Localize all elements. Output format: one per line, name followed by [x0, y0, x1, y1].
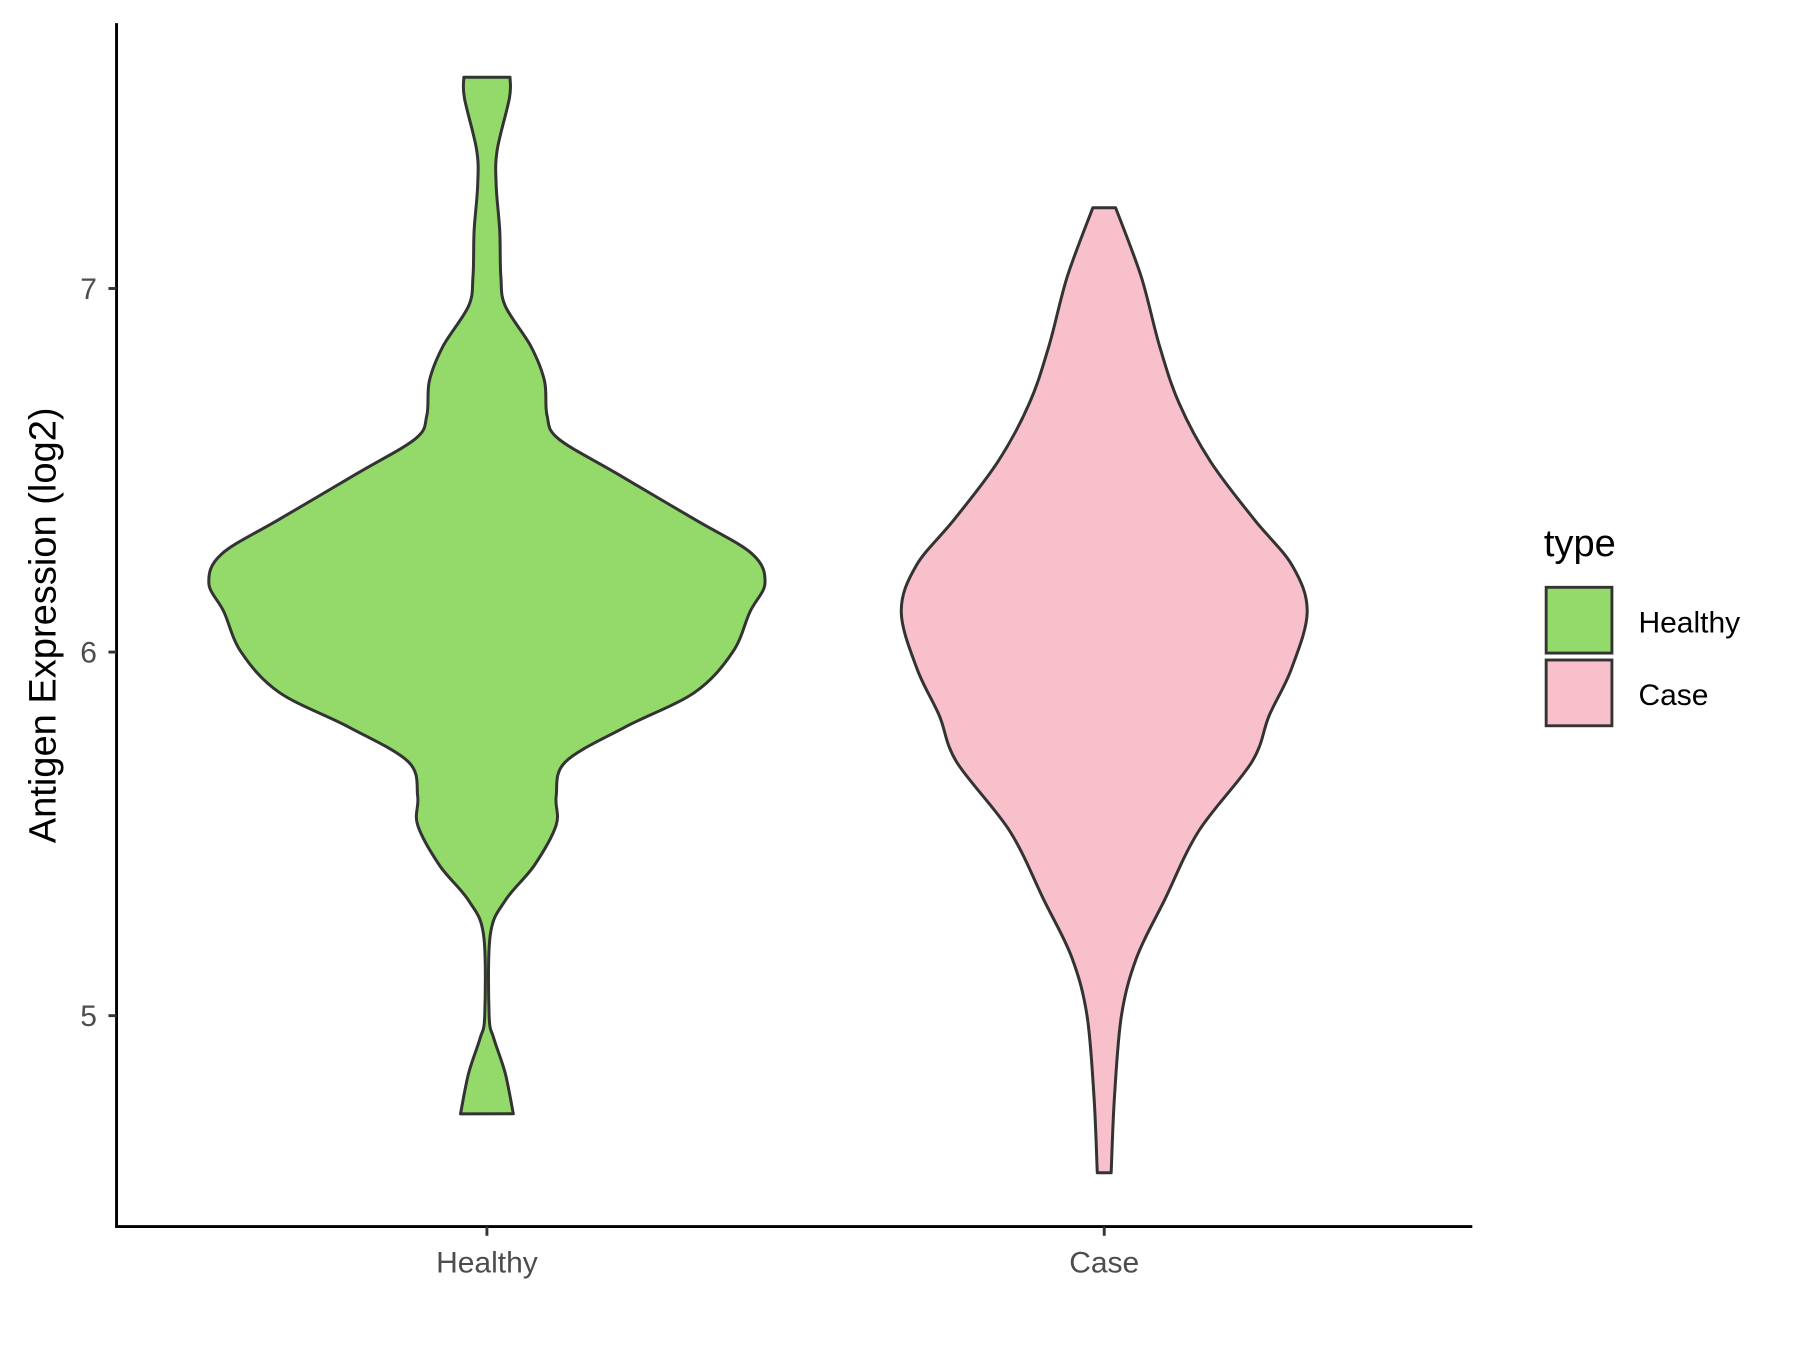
y-tick-label: 7 — [80, 273, 97, 306]
legend-swatch-case — [1544, 658, 1614, 728]
x-tick-label-case: Case — [1069, 1247, 1139, 1280]
legend-swatch-healthy — [1544, 585, 1614, 655]
violin-case — [899, 206, 1309, 1175]
x-tick-label-healthy: Healthy — [436, 1247, 538, 1280]
violin-healthy — [207, 75, 767, 1116]
legend-label-healthy: Healthy — [1638, 606, 1740, 639]
y-ticks: 5 6 7 — [80, 273, 117, 1033]
violins — [207, 75, 1309, 1175]
x-ticks: Healthy Case — [436, 1226, 1139, 1280]
legend-title: type — [1544, 523, 1616, 565]
y-axis-title: Antigen Expression (log2) — [22, 407, 64, 843]
y-tick-label: 6 — [80, 636, 97, 669]
legend-label-case: Case — [1638, 679, 1708, 712]
y-tick-label: 5 — [80, 1000, 97, 1033]
legend: type Healthy Case — [1544, 523, 1740, 728]
